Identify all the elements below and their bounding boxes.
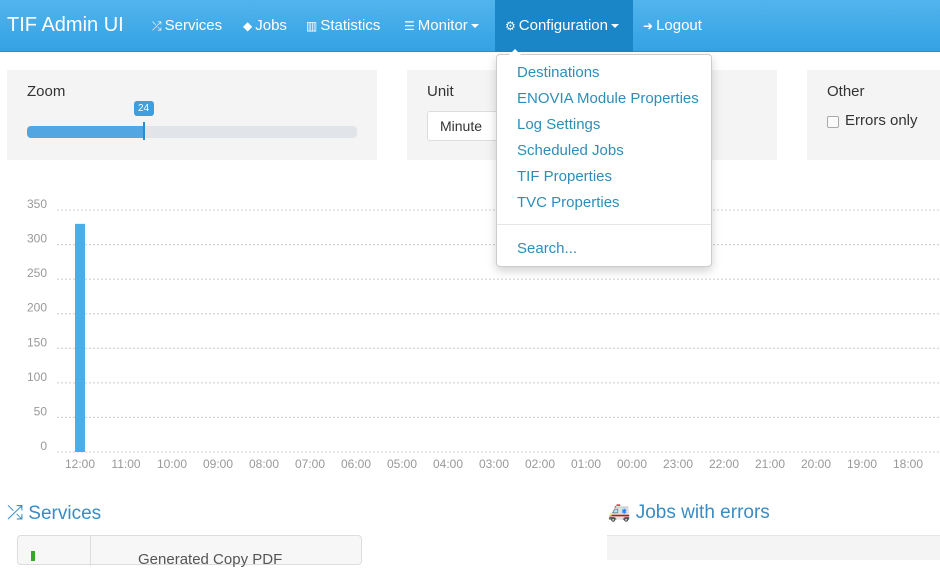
menu-search[interactable]: Search...: [517, 240, 578, 257]
x-tick-label: 10:00: [157, 457, 187, 471]
x-tick-label: 21:00: [755, 457, 785, 471]
service-name: Generated Copy PDF: [138, 551, 283, 568]
x-tick-label: 09:00: [203, 457, 233, 471]
jobs-errors-heading: 🚑 Jobs with errors: [608, 502, 770, 524]
other-label: Other: [827, 83, 865, 100]
menu-tvc-properties[interactable]: TVC Properties: [517, 194, 620, 211]
x-tick-label: 00:00: [617, 457, 647, 471]
shuffle-icon: ⤮: [7, 502, 23, 524]
zoom-value-tooltip: 24: [133, 101, 154, 116]
unit-label: Unit: [427, 83, 454, 100]
caret-down-icon: [470, 24, 479, 29]
x-tick-label: 06:00: [341, 457, 371, 471]
y-tick-label: 300: [27, 232, 47, 246]
zoom-label: Zoom: [27, 83, 66, 100]
zoom-slider-fill: [27, 126, 143, 138]
menu-destinations[interactable]: Destinations: [517, 64, 600, 81]
errors-only-label[interactable]: Errors only: [845, 112, 918, 129]
services-table: Generated Copy PDF: [17, 535, 362, 568]
y-tick-label: 100: [27, 370, 47, 384]
nav-monitor[interactable]: ☰ Monitor: [404, 0, 479, 52]
menu-log-settings[interactable]: Log Settings: [517, 116, 601, 133]
nav-label: Logout: [656, 17, 702, 34]
x-tick-label: 11:00: [111, 457, 140, 471]
y-tick-label: 150: [27, 335, 47, 349]
nav-label: Statistics: [320, 17, 381, 34]
nav-logout[interactable]: ➜ Logout: [643, 0, 702, 52]
jobs-errors-title: Jobs with errors: [635, 502, 770, 523]
other-panel: Other Errors only: [807, 70, 940, 160]
cogs-icon: ⚙: [505, 19, 516, 33]
x-tick-label: 12:00: [65, 457, 95, 471]
column-divider: [90, 536, 91, 566]
x-tick-label: 01:00: [571, 457, 601, 471]
zoom-slider-handle[interactable]: [142, 122, 145, 140]
errors-only-checkbox[interactable]: [827, 116, 839, 128]
nav-label: Jobs: [255, 17, 287, 34]
unit-select[interactable]: Minute: [427, 111, 507, 141]
zoom-slider[interactable]: 24: [27, 101, 357, 140]
menu-divider: [497, 224, 711, 225]
y-tick-label: 250: [27, 266, 47, 280]
nav-statistics[interactable]: ▥ Statistics: [306, 0, 380, 52]
bar-chart-icon: ▥: [306, 19, 318, 33]
bar: [75, 223, 85, 452]
nav-configuration[interactable]: ⚙ Configuration: [495, 0, 633, 52]
navbar: TIF Admin UI ⤮ Services ◆ Jobs ▥ Statistics…: [0, 0, 940, 52]
x-tick-label: 07:00: [295, 457, 325, 471]
services-title: Services: [28, 503, 102, 524]
menu-enovia-module-properties[interactable]: ENOVIA Module Properties: [517, 90, 699, 107]
jobs-chart: 0 50 100 150 200 250 300 350 12:00 11:00 10:00 09:0…: [27, 197, 940, 471]
ambulance-icon: 🚑: [608, 502, 631, 522]
x-tick-label: 02:00: [525, 457, 555, 471]
jobs-errors-table: [607, 535, 940, 560]
x-tick-label: 05:00: [387, 457, 417, 471]
y-tick-label: 50: [34, 404, 48, 418]
x-tick-label: 20:00: [801, 457, 831, 471]
nav-jobs[interactable]: ◆ Jobs: [243, 0, 287, 52]
configuration-dropdown: Destinations ENOVIA Module Properties Lo…: [496, 49, 712, 267]
nav-label: Configuration: [518, 17, 608, 34]
shuffle-icon: ⤮: [152, 19, 162, 33]
status-indicator: [31, 551, 35, 561]
x-tick-label: 22:00: [709, 457, 739, 471]
logout-icon: ➜: [643, 19, 654, 33]
menu-tif-properties[interactable]: TIF Properties: [517, 168, 613, 185]
brand[interactable]: TIF Admin UI: [7, 14, 124, 36]
caret-down-icon: [611, 24, 619, 29]
y-tick-label: 200: [27, 301, 47, 315]
x-tick-label: 19:00: [847, 457, 877, 471]
x-tick-label: 08:00: [249, 457, 279, 471]
nav-label: Monitor: [417, 17, 468, 34]
menu-scheduled-jobs[interactable]: Scheduled Jobs: [517, 142, 624, 159]
x-tick-label: 23:00: [663, 457, 693, 471]
x-tick-label: 18:00: [893, 457, 923, 471]
y-tick-label: 0: [40, 439, 47, 453]
services-heading: ⤮ Services: [7, 502, 101, 525]
nav-label: Services: [164, 17, 223, 34]
list-icon: ☰: [404, 19, 415, 33]
nav-services[interactable]: ⤮ Services: [152, 0, 222, 52]
x-tick-label: 03:00: [479, 457, 509, 471]
tag-icon: ◆: [243, 19, 253, 33]
x-tick-label: 04:00: [433, 457, 463, 471]
y-tick-label: 350: [27, 197, 47, 211]
zoom-panel: Zoom 24: [7, 70, 377, 160]
